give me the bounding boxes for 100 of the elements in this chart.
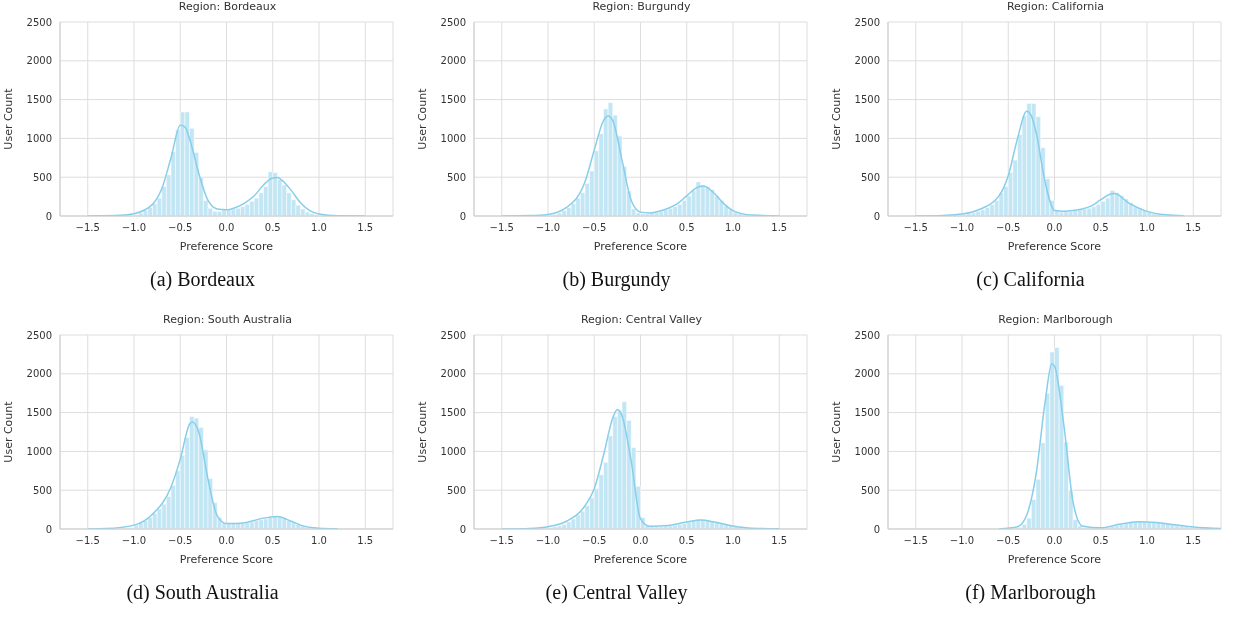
x-tick-label: 1.0 xyxy=(311,222,327,234)
y-tick-label: 1500 xyxy=(854,407,880,419)
x-tick-label: 1.0 xyxy=(1139,535,1155,547)
x-tick-label: 0.5 xyxy=(1092,535,1109,547)
text: (a) Bordeaux xyxy=(149,268,256,291)
x-tick-label: 0.5 xyxy=(264,222,281,234)
y-tick-label: 1500 xyxy=(26,94,52,106)
y-tick-label: 2000 xyxy=(440,55,466,67)
y-tick-label: 2000 xyxy=(854,368,880,380)
y-tick-label: 1500 xyxy=(440,94,466,106)
y-tick-label: 1500 xyxy=(440,407,466,419)
y-tick-label: 1000 xyxy=(26,445,52,457)
x-tick-label: −1.0 xyxy=(535,222,561,234)
chart-title: Region: Marlborough xyxy=(997,313,1114,327)
y-tick-label: 2500 xyxy=(26,16,52,28)
x-tick-label: 0.0 xyxy=(1046,535,1063,547)
x-tick-label: −0.5 xyxy=(168,222,193,234)
x-tick-label: 0.0 xyxy=(218,222,235,234)
x-tick-label: −1.0 xyxy=(535,535,561,547)
x-axis-title: Preference Score xyxy=(179,240,274,253)
y-tick-label: 500 xyxy=(446,171,466,183)
x-tick-label: 1.5 xyxy=(357,535,374,547)
chart-title: Region: South Australia xyxy=(162,313,293,327)
x-tick-label: 1.5 xyxy=(771,535,788,547)
y-tick-label: 0 xyxy=(45,523,52,535)
chart-title: Region: Bordeaux xyxy=(177,0,278,14)
x-axis-title: Preference Score xyxy=(1007,553,1102,566)
x-tick-label: −0.5 xyxy=(996,222,1021,234)
x-tick-label: 0.5 xyxy=(678,535,695,547)
y-tick-label: 0 xyxy=(873,523,880,535)
y-tick-label: 2000 xyxy=(854,55,880,67)
y-tick-label: 2000 xyxy=(26,55,52,67)
y-tick-label: 1500 xyxy=(854,94,880,106)
text: (b) Burgundy xyxy=(561,268,672,291)
y-axis-title: User Count xyxy=(415,87,429,150)
y-axis-title: User Count xyxy=(1,87,15,150)
x-tick-label: 1.0 xyxy=(725,222,741,234)
y-tick-label: 500 xyxy=(446,484,466,496)
y-tick-label: 2000 xyxy=(440,368,466,380)
x-tick-label: 0.5 xyxy=(678,222,695,234)
y-tick-label: 2500 xyxy=(440,16,466,28)
x-axis-title: Preference Score xyxy=(593,240,688,253)
x-tick-label: 1.0 xyxy=(1139,222,1155,234)
x-tick-label: 1.5 xyxy=(357,222,374,234)
x-tick-label: −1.0 xyxy=(949,222,975,234)
chart-title: Region: Central Valley xyxy=(579,313,704,327)
x-tick-label: 1.5 xyxy=(1185,535,1202,547)
x-tick-label: 1.0 xyxy=(311,535,327,547)
y-tick-label: 2000 xyxy=(26,368,52,380)
y-tick-label: 2500 xyxy=(440,329,466,341)
chart-title: Region: California xyxy=(1005,0,1106,14)
x-tick-label: −1.5 xyxy=(903,535,928,547)
y-tick-label: 0 xyxy=(459,210,466,222)
x-tick-label: −1.5 xyxy=(75,535,100,547)
y-tick-label: 0 xyxy=(459,523,466,535)
y-tick-label: 0 xyxy=(873,210,880,222)
y-tick-label: 0 xyxy=(45,210,52,222)
text: (d) South Australia xyxy=(125,581,280,604)
y-tick-label: 1000 xyxy=(26,132,52,144)
y-tick-label: 1000 xyxy=(440,132,466,144)
y-tick-label: 500 xyxy=(32,171,52,183)
x-tick-label: −1.5 xyxy=(903,222,928,234)
text: (e) Central Valley xyxy=(544,581,689,604)
x-tick-label: −1.0 xyxy=(121,535,147,547)
x-tick-label: −1.5 xyxy=(489,222,514,234)
x-tick-label: −1.0 xyxy=(949,535,975,547)
y-tick-label: 1000 xyxy=(854,445,880,457)
y-tick-label: 2500 xyxy=(854,16,880,28)
x-tick-label: 0.0 xyxy=(218,535,235,547)
y-axis-title: User Count xyxy=(415,400,429,463)
x-axis-title: Preference Score xyxy=(1007,240,1102,253)
x-tick-label: 0.5 xyxy=(1092,222,1109,234)
y-tick-label: 1500 xyxy=(26,407,52,419)
x-tick-label: 0.5 xyxy=(264,535,281,547)
y-axis-title: User Count xyxy=(829,87,843,150)
x-tick-label: −0.5 xyxy=(996,535,1021,547)
chart-title: Region: Burgundy xyxy=(591,0,692,14)
x-axis-title: Preference Score xyxy=(593,553,688,566)
x-tick-label: 0.0 xyxy=(1046,222,1063,234)
x-tick-label: 1.0 xyxy=(725,535,741,547)
x-tick-label: 1.5 xyxy=(771,222,788,234)
x-tick-label: −1.5 xyxy=(489,535,514,547)
y-axis-title: User Count xyxy=(1,400,15,463)
y-tick-label: 1000 xyxy=(440,445,466,457)
x-tick-label: −1.5 xyxy=(75,222,100,234)
x-tick-label: 0.0 xyxy=(632,222,649,234)
x-tick-label: −1.0 xyxy=(121,222,147,234)
y-tick-label: 500 xyxy=(860,484,880,496)
x-tick-label: 1.5 xyxy=(1185,222,1202,234)
x-axis-title: Preference Score xyxy=(179,553,274,566)
y-axis-title: User Count xyxy=(829,400,843,463)
x-tick-label: −0.5 xyxy=(582,535,607,547)
text: (f) Marlborough xyxy=(964,581,1097,604)
y-tick-label: 1000 xyxy=(854,132,880,144)
x-tick-label: −0.5 xyxy=(582,222,607,234)
x-tick-label: −0.5 xyxy=(168,535,193,547)
x-tick-label: 0.0 xyxy=(632,535,649,547)
y-tick-label: 500 xyxy=(32,484,52,496)
y-tick-label: 2500 xyxy=(26,329,52,341)
y-tick-label: 500 xyxy=(860,171,880,183)
